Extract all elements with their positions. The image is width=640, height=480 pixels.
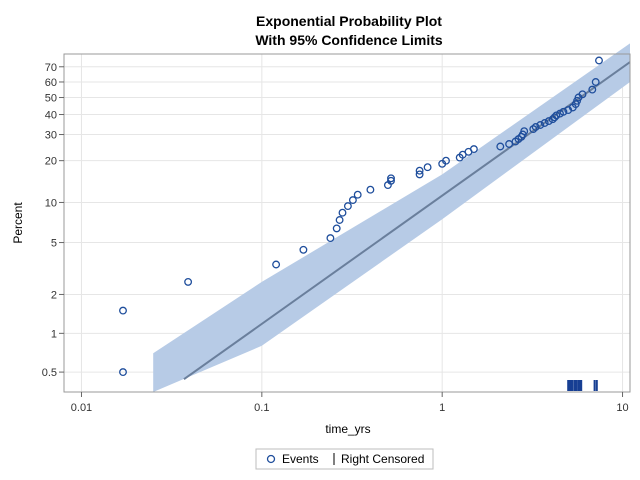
event-point [272, 260, 281, 269]
event-point [326, 234, 335, 243]
event-point [366, 185, 375, 194]
y-tick-label: 30 [45, 130, 57, 142]
legend-censored-label: Right Censored [341, 452, 424, 466]
event-point [595, 56, 603, 65]
confidence-band [153, 43, 630, 393]
x-axis-ticks: 0.01 0.1 1 10 [71, 392, 629, 414]
event-point [353, 190, 362, 199]
event-point [531, 123, 540, 131]
event-point [591, 78, 600, 86]
event-point [387, 174, 395, 183]
event-point [387, 176, 395, 185]
event-point [332, 224, 341, 233]
y-tick-label: 20 [45, 156, 57, 168]
censored-marks [567, 380, 598, 391]
event-point [550, 113, 559, 122]
event-point [423, 163, 432, 172]
event-point [588, 85, 597, 94]
event-point [536, 121, 545, 129]
legend: Events Right Censored [255, 448, 434, 470]
event-point [415, 166, 424, 175]
chart-subtitle: With 95% Confidence Limits [255, 32, 443, 48]
y-tick-label: 40 [45, 110, 57, 122]
y-tick-label: 10 [45, 197, 57, 209]
event-point [119, 368, 127, 377]
event-point [442, 156, 450, 165]
event-point [119, 306, 127, 315]
event-point [505, 140, 514, 148]
y-tick-label: 70 [45, 62, 57, 74]
x-tick-label: 0.01 [71, 402, 92, 414]
event-point [496, 142, 505, 151]
event-point [520, 127, 529, 136]
fit-line [183, 61, 631, 381]
event-point [338, 208, 347, 217]
event-point [578, 90, 587, 99]
fit-line-segment [183, 61, 631, 381]
y-tick-label: 2 [51, 289, 57, 301]
y-tick-label: 1 [51, 328, 57, 340]
legend-events-marker [266, 454, 276, 464]
event-point [343, 202, 352, 211]
legend-events-label: Events [282, 452, 319, 466]
x-tick-label: 10 [616, 402, 628, 414]
y-tick-label: 5 [51, 238, 57, 250]
event-point [559, 107, 568, 116]
event-points [119, 56, 603, 377]
x-tick-label: 1 [439, 402, 445, 414]
y-tick-label: 0.5 [42, 367, 57, 379]
confidence-band-area [153, 43, 630, 393]
y-tick-label: 50 [45, 93, 57, 105]
event-point [544, 117, 553, 126]
event-point [529, 125, 538, 134]
event-point [348, 196, 357, 205]
event-point [415, 170, 424, 179]
x-tick-label: 0.1 [254, 402, 269, 414]
y-axis-label: Percent [11, 202, 25, 244]
x-axis-label: time_yrs [325, 422, 370, 436]
gridlines [64, 54, 630, 392]
event-point [335, 216, 344, 224]
event-point [469, 145, 478, 154]
y-axis-ticks: 0.5 1 2 5 10 20 30 40 50 60 70 [42, 62, 64, 379]
chart-title: Exponential Probability Plot [256, 13, 442, 29]
event-point [540, 119, 549, 127]
y-tick-label: 60 [45, 77, 57, 89]
event-point [184, 277, 193, 286]
event-point [299, 245, 308, 254]
legend-box [255, 448, 434, 470]
plot-frame [63, 53, 631, 393]
